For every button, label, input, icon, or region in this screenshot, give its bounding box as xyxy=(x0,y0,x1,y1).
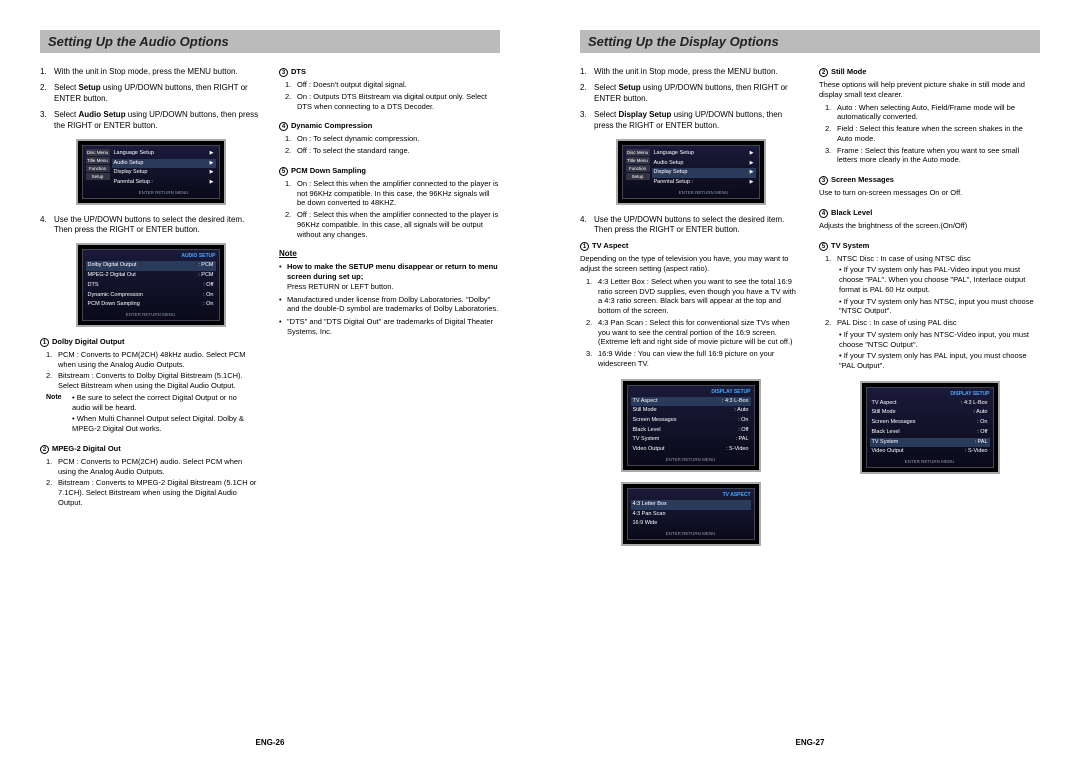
right-col1: 1.With the unit in Stop mode, press the … xyxy=(580,67,801,556)
display-setup-screenshot: DISPLAY SETUPTV Aspect: 4:3 L-BoxStill M… xyxy=(621,379,761,472)
title-bar: Setting Up the Display Options xyxy=(580,30,1040,53)
definition-block: 1Dolby Digital Output1.PCM : Converts to… xyxy=(40,337,261,434)
definition-block: 3Screen MessagesUse to turn on-screen me… xyxy=(819,175,1040,198)
step-text: Select Display Setup using UP/DOWN butto… xyxy=(594,110,801,131)
step-num: 1. xyxy=(40,67,54,77)
step-text: Use the UP/DOWN buttons to select the de… xyxy=(594,215,801,236)
right-col2: 2Still ModeThese options will help preve… xyxy=(819,67,1040,556)
step-text: Select Audio Setup using UP/DOWN buttons… xyxy=(54,110,261,131)
menu-screenshot: Disc MenuTitle MenuFunctionSetupLanguage… xyxy=(76,139,226,205)
note-title: Note xyxy=(279,249,500,258)
step-text: With the unit in Stop mode, press the ME… xyxy=(54,67,261,77)
tv-aspect-screenshot: TV ASPECT4:3 Letter Box4:3 Pan Scan16:9 … xyxy=(621,482,761,546)
columns: 1.With the unit in Stop mode, press the … xyxy=(40,67,500,518)
step-num: 4. xyxy=(40,215,54,236)
page-left: Setting Up the Audio Options 1.With the … xyxy=(0,0,540,765)
step-text: Use the UP/DOWN buttons to select the de… xyxy=(54,215,261,236)
definition-block: 2Still ModeThese options will help preve… xyxy=(819,67,1040,165)
step-num: 3. xyxy=(40,110,54,131)
step-text: Select Setup using UP/DOWN buttons, then… xyxy=(54,83,261,104)
step-text: Select Setup using UP/DOWN buttons, then… xyxy=(594,83,801,104)
page-title: Setting Up the Audio Options xyxy=(48,34,492,49)
left-col2: 3DTS1.Off : Doesn't output digital signa… xyxy=(279,67,500,518)
definition-block: 4Black LevelAdjusts the brightness of th… xyxy=(819,208,1040,231)
page-footer: ENG-27 xyxy=(540,738,1080,747)
columns: 1.With the unit in Stop mode, press the … xyxy=(580,67,1040,556)
definition-block: 5TV System1.NTSC Disc : In case of using… xyxy=(819,241,1040,371)
definition-block: 5PCM Down Sampling1.On : Select this whe… xyxy=(279,166,500,240)
audio-setup-screenshot: AUDIO SETUPDolby Digital Output: PCMMPEG… xyxy=(76,243,226,326)
step-text: With the unit in Stop mode, press the ME… xyxy=(594,67,801,77)
definition-block: 2MPEG-2 Digital Out1.PCM : Converts to P… xyxy=(40,444,261,508)
definition-block: 4Dynamic Compression1.On : To select dyn… xyxy=(279,121,500,156)
left-col1: 1.With the unit in Stop mode, press the … xyxy=(40,67,261,518)
step-num: 4. xyxy=(580,215,594,236)
step-num: 3. xyxy=(580,110,594,131)
step-num: 2. xyxy=(580,83,594,104)
page-footer: ENG-26 xyxy=(0,738,540,747)
definition-block: 1TV AspectDepending on the type of telev… xyxy=(580,241,801,368)
definition-block: 3DTS1.Off : Doesn't output digital signa… xyxy=(279,67,500,111)
step-num: 1. xyxy=(580,67,594,77)
menu-screenshot: Disc MenuTitle MenuFunctionSetupLanguage… xyxy=(616,139,766,205)
page-right: Setting Up the Display Options 1.With th… xyxy=(540,0,1080,765)
display-setup-screenshot-2: DISPLAY SETUPTV Aspect: 4:3 L-BoxStill M… xyxy=(860,381,1000,474)
step-num: 2. xyxy=(40,83,54,104)
title-bar: Setting Up the Audio Options xyxy=(40,30,500,53)
page-title: Setting Up the Display Options xyxy=(588,34,1032,49)
